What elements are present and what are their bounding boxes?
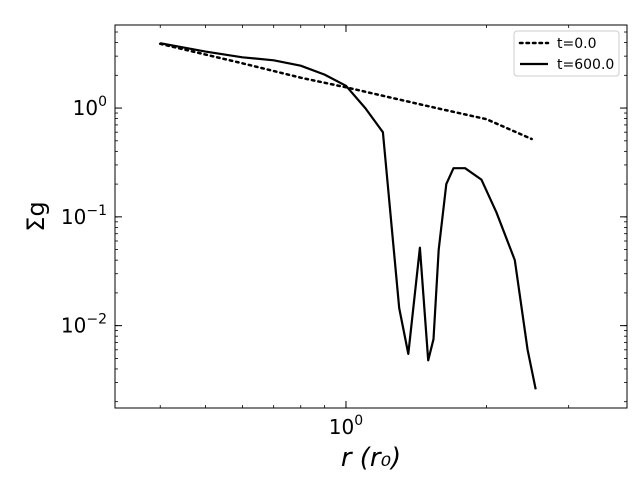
legend-label: t=0.0 — [557, 36, 596, 52]
plot-marks: 100 100 10−1 10−2 r (r₀) Σg t=0.0 t=600.0 — [22, 24, 628, 473]
plot-frame — [114, 24, 628, 409]
y-axis-label: Σg — [22, 201, 50, 231]
legend: t=0.0 t=600.0 — [513, 30, 620, 77]
y-tick-label: 10−1 — [61, 203, 107, 229]
series-line-2 — [159, 42, 537, 390]
series-line-1 — [158, 42, 533, 141]
y-tick-label: 100 — [73, 94, 107, 120]
x-tick-label: 100 — [329, 413, 363, 439]
x-axis-label: r (r₀) — [341, 443, 401, 473]
y-tick-label: 10−2 — [61, 312, 107, 338]
legend-label: t=600.0 — [557, 57, 614, 73]
